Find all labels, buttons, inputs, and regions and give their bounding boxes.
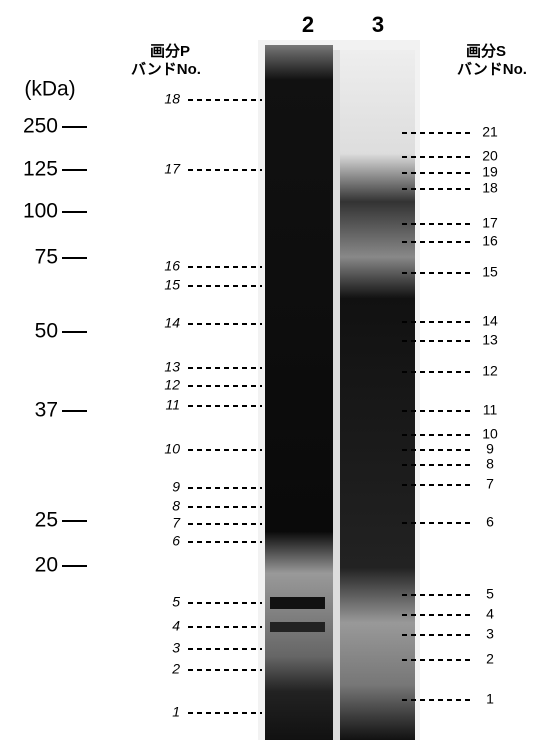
band-label: 21 bbox=[482, 124, 498, 140]
band-label: 14 bbox=[164, 315, 180, 331]
marker-label: 250 bbox=[23, 115, 58, 138]
band-label: 12 bbox=[482, 363, 498, 379]
band-label: 2 bbox=[171, 661, 180, 677]
header: 画分S bbox=[466, 43, 506, 60]
band-label: 17 bbox=[164, 161, 181, 177]
band bbox=[270, 597, 325, 609]
header: バンドNo. bbox=[457, 61, 527, 78]
marker-label: 37 bbox=[35, 399, 58, 422]
band-label: 9 bbox=[486, 441, 494, 457]
lane-label: 2 bbox=[302, 12, 314, 37]
marker-label: 20 bbox=[35, 554, 58, 577]
band-label: 19 bbox=[482, 164, 498, 180]
band-label: 17 bbox=[482, 215, 498, 231]
band-label: 10 bbox=[482, 426, 498, 442]
band-label: 8 bbox=[172, 498, 180, 514]
band-label: 11 bbox=[165, 397, 180, 413]
band-label: 5 bbox=[172, 594, 180, 610]
band-label: 16 bbox=[164, 258, 180, 274]
band-label: 12 bbox=[164, 377, 180, 393]
band-label: 18 bbox=[482, 180, 498, 196]
band-label: 4 bbox=[486, 606, 494, 622]
lane-2 bbox=[265, 45, 333, 740]
band-label: 10 bbox=[164, 441, 180, 457]
marker-label: 75 bbox=[35, 246, 58, 269]
band-label: 6 bbox=[172, 533, 180, 549]
band-label: 1 bbox=[172, 704, 180, 720]
marker-label: 125 bbox=[23, 158, 58, 181]
band bbox=[270, 622, 325, 632]
lane-label: 3 bbox=[372, 12, 384, 37]
band-label: 6 bbox=[486, 514, 494, 530]
header: 画分P bbox=[150, 43, 190, 60]
band-label: 14 bbox=[482, 313, 498, 329]
band-label: 1 bbox=[486, 691, 494, 707]
band-label: 15 bbox=[482, 264, 498, 280]
marker-label: 100 bbox=[23, 200, 58, 223]
band-label: 13 bbox=[482, 332, 498, 348]
band-label: 11 bbox=[483, 402, 498, 418]
marker-label: 25 bbox=[35, 509, 58, 532]
band-label: 8 bbox=[486, 456, 494, 472]
band-label: 16 bbox=[482, 233, 498, 249]
band-label: 13 bbox=[164, 359, 180, 375]
band-label: 18 bbox=[164, 91, 180, 107]
band-label: 2 bbox=[486, 651, 494, 667]
band-label: 3 bbox=[172, 640, 180, 656]
band-label: 4 bbox=[172, 618, 180, 634]
band-label: 9 bbox=[172, 479, 180, 495]
header: バンドNo. bbox=[131, 61, 201, 78]
band-label: 15 bbox=[164, 277, 180, 293]
band-label: 7 bbox=[172, 515, 181, 531]
marker-label: 50 bbox=[35, 320, 58, 343]
unit-label: (kDa) bbox=[24, 78, 75, 101]
band-label: 7 bbox=[486, 476, 494, 492]
lane-3 bbox=[340, 50, 415, 740]
band-label: 5 bbox=[486, 586, 494, 602]
band-label: 20 bbox=[482, 148, 498, 164]
band-label: 3 bbox=[486, 626, 494, 642]
